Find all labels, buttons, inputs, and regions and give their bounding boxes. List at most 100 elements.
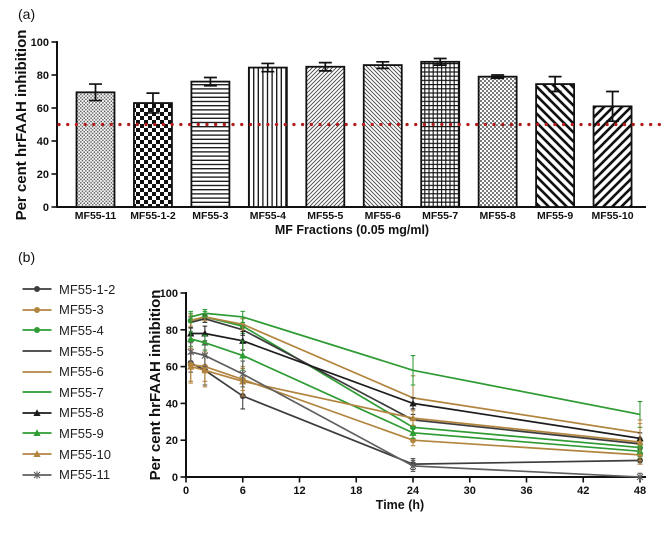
bar-MF55-6 bbox=[362, 64, 403, 208]
x-category-label: MF55-8 bbox=[480, 210, 516, 222]
x-tick-label: 30 bbox=[464, 485, 476, 497]
y-tick-label: 20 bbox=[166, 435, 178, 447]
x-tick-label: 18 bbox=[350, 485, 362, 497]
panel-b-label: (b) bbox=[18, 249, 36, 265]
x-category-label: MF55-3 bbox=[192, 210, 228, 222]
bar-MF55-1-2 bbox=[133, 102, 173, 208]
x-category-label: MF55-1-2 bbox=[130, 210, 176, 222]
legend-label: MF55-10 bbox=[59, 446, 112, 462]
x-category-label: MF55-9 bbox=[537, 210, 573, 222]
error-bar-MF55-5 bbox=[318, 61, 332, 72]
legend-sample-circle-icon bbox=[22, 306, 52, 313]
y-tick-label: 20 bbox=[37, 169, 49, 181]
line-MF55-6 bbox=[190, 316, 641, 434]
marker-triangle bbox=[201, 329, 209, 337]
line-chart-legend: MF55-1-2 MF55-3 MF55-4 MF55-5 MF55-6 MF55-7 MF… bbox=[22, 279, 115, 485]
marker-triangle bbox=[239, 351, 247, 359]
bar-MF55-5 bbox=[305, 65, 346, 208]
series-MF55-9 bbox=[187, 331, 644, 458]
legend-item-MF55-8: MF55-8 bbox=[22, 403, 115, 424]
series-MF55-10 bbox=[187, 349, 644, 465]
line-y-axis-title: Per cent hrFAAH inhibition bbox=[147, 290, 164, 481]
error-bar-MF55-7 bbox=[433, 57, 447, 66]
y-tick-label: 100 bbox=[160, 288, 178, 300]
error-bar-MF55-10 bbox=[606, 90, 620, 123]
legend-item-MF55-9: MF55-9 bbox=[22, 423, 115, 444]
series-MF55-6 bbox=[188, 312, 643, 443]
y-tick-label: 100 bbox=[31, 37, 49, 49]
x-category-label: MF55-5 bbox=[307, 210, 343, 222]
marker-star bbox=[636, 473, 644, 481]
bar-x-axis-title: MF Fractions (0.05 mg/ml) bbox=[275, 223, 429, 237]
legend-sample-none-icon bbox=[22, 391, 52, 394]
x-tick-label: 0 bbox=[183, 485, 189, 497]
legend-item-MF55-7: MF55-7 bbox=[22, 382, 115, 403]
y-tick-label: 80 bbox=[166, 325, 178, 337]
legend-sample-none-icon bbox=[22, 370, 52, 373]
panel-a-label: (a) bbox=[18, 6, 36, 22]
x-category-label: MF55-4 bbox=[250, 210, 286, 222]
bar-MF55-7 bbox=[420, 60, 461, 208]
legend-sample-triangle-icon bbox=[22, 450, 52, 458]
legend-sample-circle-icon bbox=[22, 286, 52, 293]
legend-item-MF55-11: MF55-11 bbox=[22, 464, 115, 485]
legend-sample-triangle-icon bbox=[22, 409, 52, 416]
error-bar bbox=[188, 310, 194, 323]
marker-triangle bbox=[409, 414, 417, 422]
marker-star bbox=[201, 351, 209, 360]
x-category-label: MF55-11 bbox=[75, 210, 117, 222]
legend-item-MF55-1-2: MF55-1-2 bbox=[22, 279, 115, 300]
error-bar-MF55-3 bbox=[203, 76, 217, 87]
error-bar-MF55-8 bbox=[491, 74, 505, 80]
x-tick-label: 36 bbox=[520, 485, 532, 497]
legend-label: MF55-5 bbox=[59, 343, 104, 359]
legend-label: MF55-6 bbox=[59, 364, 104, 380]
y-tick-label: 40 bbox=[166, 398, 178, 410]
marker-star bbox=[187, 348, 195, 356]
legend-item-MF55-5: MF55-5 bbox=[22, 341, 115, 362]
legend-label: MF55-9 bbox=[59, 425, 104, 441]
x-tick-label: 24 bbox=[407, 485, 420, 497]
x-tick-label: 12 bbox=[293, 485, 305, 497]
legend-label: MF55-3 bbox=[59, 302, 104, 318]
error-bar-MF55-11 bbox=[89, 83, 102, 102]
bar-MF55-3 bbox=[190, 80, 231, 208]
x-category-label: MF55-6 bbox=[365, 210, 401, 222]
bar-MF55-8 bbox=[477, 75, 518, 208]
legend-sample-none-icon bbox=[22, 350, 52, 352]
marker-triangle bbox=[409, 429, 417, 436]
legend-label: MF55-8 bbox=[59, 405, 104, 421]
x-category-label: MF55-7 bbox=[422, 210, 458, 222]
line-x-axis-title: Time (h) bbox=[376, 498, 424, 512]
legend-item-MF55-3: MF55-3 bbox=[22, 300, 115, 321]
y-tick-label: 60 bbox=[166, 362, 178, 374]
marker-triangle bbox=[201, 366, 209, 374]
marker-triangle bbox=[636, 438, 644, 446]
bar-MF55-9 bbox=[535, 83, 575, 208]
legend-sample-star-icon bbox=[22, 470, 52, 479]
marker-triangle bbox=[409, 399, 417, 407]
marker-triangle bbox=[187, 335, 195, 342]
marker-triangle bbox=[187, 362, 195, 370]
legend-label: MF55-1-2 bbox=[59, 281, 116, 297]
marker-triangle bbox=[201, 338, 209, 346]
x-tick-label: 48 bbox=[634, 485, 646, 497]
x-category-label: MF55-10 bbox=[592, 210, 634, 222]
legend-item-MF55-6: MF55-6 bbox=[22, 361, 115, 382]
marker-star bbox=[409, 462, 417, 470]
y-tick-label: 80 bbox=[37, 70, 49, 82]
series-MF55-7 bbox=[188, 309, 643, 428]
bar-y-axis-title: Per cent hrFAAH inhibition bbox=[13, 30, 30, 221]
legend-label: MF55-11 bbox=[59, 467, 111, 483]
line-MF55-7 bbox=[190, 312, 641, 416]
bar-MF55-4 bbox=[247, 66, 288, 208]
legend-sample-triangle-icon bbox=[22, 429, 52, 437]
series-MF55-11 bbox=[187, 342, 644, 481]
line-chart-panel: 0 20 40 60 80 100 0 6 12 18 24 30 36 42 48 Time (h) Per … bbox=[147, 288, 646, 512]
legend-sample-circle-icon bbox=[22, 327, 52, 334]
y-tick-label: 60 bbox=[37, 103, 49, 115]
error-bar-MF55-1-2 bbox=[146, 92, 160, 114]
